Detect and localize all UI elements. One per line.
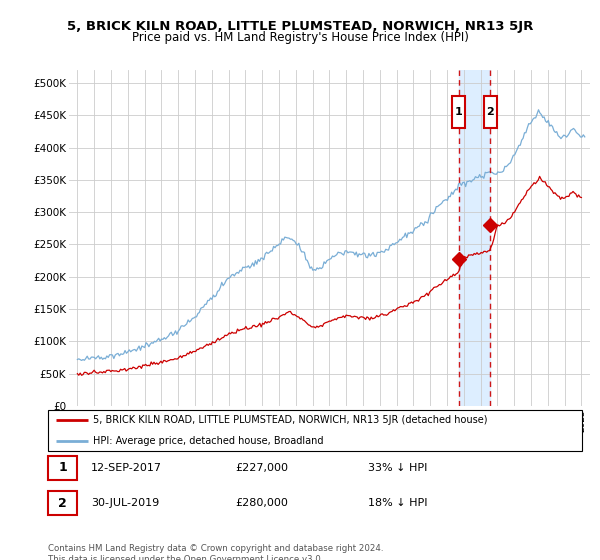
- Text: HPI: Average price, detached house, Broadland: HPI: Average price, detached house, Broa…: [94, 436, 324, 446]
- Text: 2: 2: [487, 107, 494, 117]
- Bar: [48, 456, 77, 480]
- Text: 1: 1: [455, 107, 463, 117]
- Text: £280,000: £280,000: [235, 498, 288, 508]
- Text: 18% ↓ HPI: 18% ↓ HPI: [368, 498, 428, 508]
- Text: 2: 2: [58, 497, 67, 510]
- Text: 5, BRICK KILN ROAD, LITTLE PLUMSTEAD, NORWICH, NR13 5JR (detached house): 5, BRICK KILN ROAD, LITTLE PLUMSTEAD, NO…: [94, 415, 488, 425]
- Text: Contains HM Land Registry data © Crown copyright and database right 2024.
This d: Contains HM Land Registry data © Crown c…: [48, 544, 383, 560]
- Text: 5, BRICK KILN ROAD, LITTLE PLUMSTEAD, NORWICH, NR13 5JR: 5, BRICK KILN ROAD, LITTLE PLUMSTEAD, NO…: [67, 20, 533, 32]
- Bar: [459, 70, 490, 406]
- Text: £227,000: £227,000: [235, 463, 288, 473]
- Bar: [452, 96, 465, 128]
- Text: 30-JUL-2019: 30-JUL-2019: [91, 498, 159, 508]
- Text: Price paid vs. HM Land Registry's House Price Index (HPI): Price paid vs. HM Land Registry's House …: [131, 31, 469, 44]
- Text: 12-SEP-2017: 12-SEP-2017: [91, 463, 162, 473]
- Bar: [484, 96, 497, 128]
- FancyBboxPatch shape: [48, 410, 582, 451]
- Text: 1: 1: [58, 461, 67, 474]
- Text: 33% ↓ HPI: 33% ↓ HPI: [368, 463, 428, 473]
- Bar: [48, 491, 77, 515]
